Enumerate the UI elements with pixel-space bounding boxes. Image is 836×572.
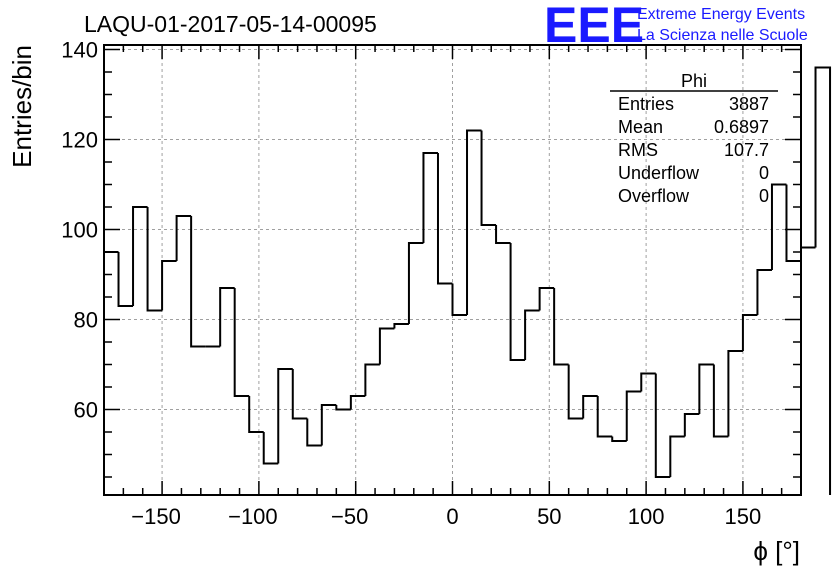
axis-ticks bbox=[103, 45, 802, 495]
histogram-bin bbox=[741, 314, 758, 351]
histogram-bin bbox=[451, 283, 468, 316]
histogram-bin bbox=[349, 395, 366, 410]
histogram-bin bbox=[582, 395, 598, 419]
logo-mark: EEE bbox=[544, 0, 644, 53]
histogram-bin bbox=[640, 372, 656, 392]
histogram-bin bbox=[625, 390, 642, 441]
histogram-bin bbox=[756, 269, 772, 315]
histogram-bin bbox=[480, 130, 497, 226]
x-tick-label: −100 bbox=[228, 504, 278, 529]
y-tick-label: 60 bbox=[74, 398, 98, 423]
histogram-bin bbox=[132, 206, 148, 306]
y-tick-label: 120 bbox=[61, 128, 98, 153]
histogram-bin bbox=[698, 363, 714, 414]
stats-box-name: Phi bbox=[681, 71, 707, 91]
stats-row-value: 0.6897 bbox=[714, 117, 769, 137]
histogram-bin bbox=[814, 66, 832, 495]
histogram-bin bbox=[161, 260, 177, 311]
histogram-bin bbox=[335, 405, 351, 411]
stats-row-value: 107.7 bbox=[724, 140, 769, 160]
eee-logo: EEE Extreme Energy Events La Scienza nel… bbox=[544, 0, 808, 53]
histogram-bars bbox=[103, 66, 832, 495]
stats-box: Phi Entries 3887 Mean 0.6897 RMS 107.7 Underfl… bbox=[610, 71, 778, 206]
histogram-bin bbox=[146, 207, 163, 312]
stats-row-value: 0 bbox=[759, 163, 769, 183]
histogram-bin bbox=[800, 246, 816, 261]
histogram-bin bbox=[727, 350, 743, 437]
logo-line-2: La Scienza nelle Scuole bbox=[637, 27, 808, 44]
histogram-bin bbox=[495, 225, 511, 244]
y-tick-label: 80 bbox=[74, 308, 98, 333]
histogram-bin bbox=[770, 183, 787, 270]
histogram-bin bbox=[712, 364, 729, 438]
x-axis-title: ϕ [°] bbox=[753, 536, 800, 566]
histogram-bin bbox=[654, 373, 671, 478]
stats-row-value: 0 bbox=[759, 186, 769, 206]
histogram-bin bbox=[466, 129, 482, 315]
histogram-bin bbox=[277, 368, 293, 464]
histogram-bin bbox=[553, 288, 569, 366]
histogram-bin bbox=[407, 242, 424, 324]
y-tick-label: 100 bbox=[61, 218, 98, 243]
histogram-bin bbox=[306, 418, 322, 447]
histogram-bin bbox=[683, 413, 700, 437]
histogram-bin bbox=[393, 323, 409, 329]
x-tick-label: 50 bbox=[537, 504, 561, 529]
histogram-bin bbox=[248, 396, 264, 433]
histogram-bin bbox=[117, 252, 134, 307]
tick-labels: −150 −100 −50 0 50 100 150 60 80 100 120 140 bbox=[61, 38, 761, 530]
histogram-bin bbox=[103, 251, 119, 495]
x-tick-label: 100 bbox=[628, 504, 665, 529]
grid-lines bbox=[104, 45, 801, 495]
histogram-bin bbox=[219, 287, 235, 347]
stats-row-label: Mean bbox=[618, 117, 663, 137]
stats-row-label: Overflow bbox=[618, 186, 690, 206]
y-tick-label: 140 bbox=[61, 38, 98, 63]
histogram-bin bbox=[175, 215, 192, 261]
x-tick-label: −150 bbox=[131, 504, 181, 529]
histogram-bin bbox=[596, 396, 613, 438]
chart-title: LAQU-01-2017-05-14-00095 bbox=[84, 11, 377, 37]
histogram-bin bbox=[509, 243, 526, 361]
histogram-bin bbox=[567, 364, 584, 420]
histogram-bin bbox=[190, 216, 206, 348]
histogram-bin bbox=[291, 369, 308, 420]
histogram-bin bbox=[538, 287, 555, 311]
logo-line-1: Extreme Energy Events bbox=[637, 6, 805, 23]
histogram-bin bbox=[436, 153, 453, 285]
x-tick-label: 150 bbox=[725, 504, 762, 529]
stats-row-label: Underflow bbox=[618, 163, 700, 183]
histogram-bin bbox=[524, 309, 540, 360]
histogram-bin bbox=[785, 184, 801, 262]
histogram-bin bbox=[378, 327, 395, 365]
x-tick-label: −50 bbox=[331, 504, 368, 529]
stats-rows: Entries 3887 Mean 0.6897 RMS 107.7 Underflow 0 O… bbox=[618, 94, 769, 206]
histogram-bin bbox=[422, 152, 438, 243]
histogram-bin bbox=[320, 404, 337, 446]
histogram-bin bbox=[262, 432, 279, 465]
stats-row-label: RMS bbox=[618, 140, 658, 160]
histogram-bin bbox=[233, 288, 250, 397]
x-tick-label: 0 bbox=[446, 504, 458, 529]
histogram-bin bbox=[669, 435, 685, 477]
histogram-bin bbox=[611, 436, 627, 442]
histogram-bin bbox=[364, 363, 380, 396]
stats-row-value: 3887 bbox=[729, 94, 769, 114]
stats-row-label: Entries bbox=[618, 94, 674, 114]
y-axis-title: Entries/bin bbox=[7, 45, 37, 168]
